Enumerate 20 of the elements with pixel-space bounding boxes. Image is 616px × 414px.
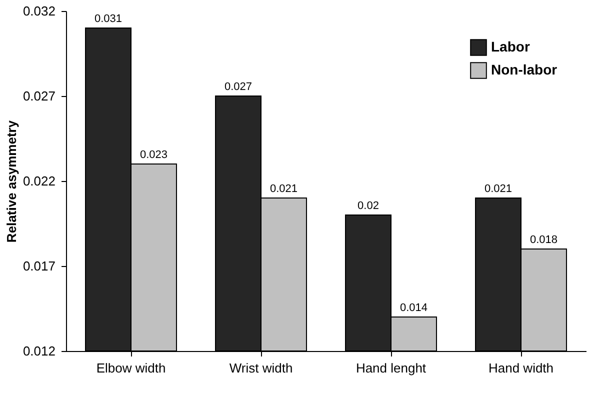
data-label: 0.021 (484, 183, 512, 195)
y-tick-label: 0.012 (22, 344, 56, 358)
data-label: 0.018 (530, 234, 558, 246)
data-label: 0.027 (224, 81, 252, 93)
legend-label: Non-labor (491, 62, 558, 78)
data-label: 0.023 (140, 149, 168, 161)
data-label: 0.021 (270, 183, 298, 195)
y-tick-label: 0.017 (22, 258, 56, 274)
y-tick-label: 0.032 (22, 4, 56, 18)
data-label: 0.031 (94, 13, 122, 25)
x-tick-label: Hand width (488, 360, 554, 376)
legend-label: Labor (491, 38, 530, 54)
y-tick-label: 0.022 (22, 174, 56, 188)
data-label: 0.014 (400, 302, 428, 314)
data-label: 0.02 (358, 200, 379, 212)
x-tick-label: Hand lenght (356, 360, 426, 376)
y-tick-label: 0.027 (22, 88, 56, 104)
y-axis-title: Relative asymmetry (4, 120, 19, 243)
x-tick-label: Elbow width (96, 360, 166, 376)
x-tick-label: Wrist width (229, 360, 293, 376)
